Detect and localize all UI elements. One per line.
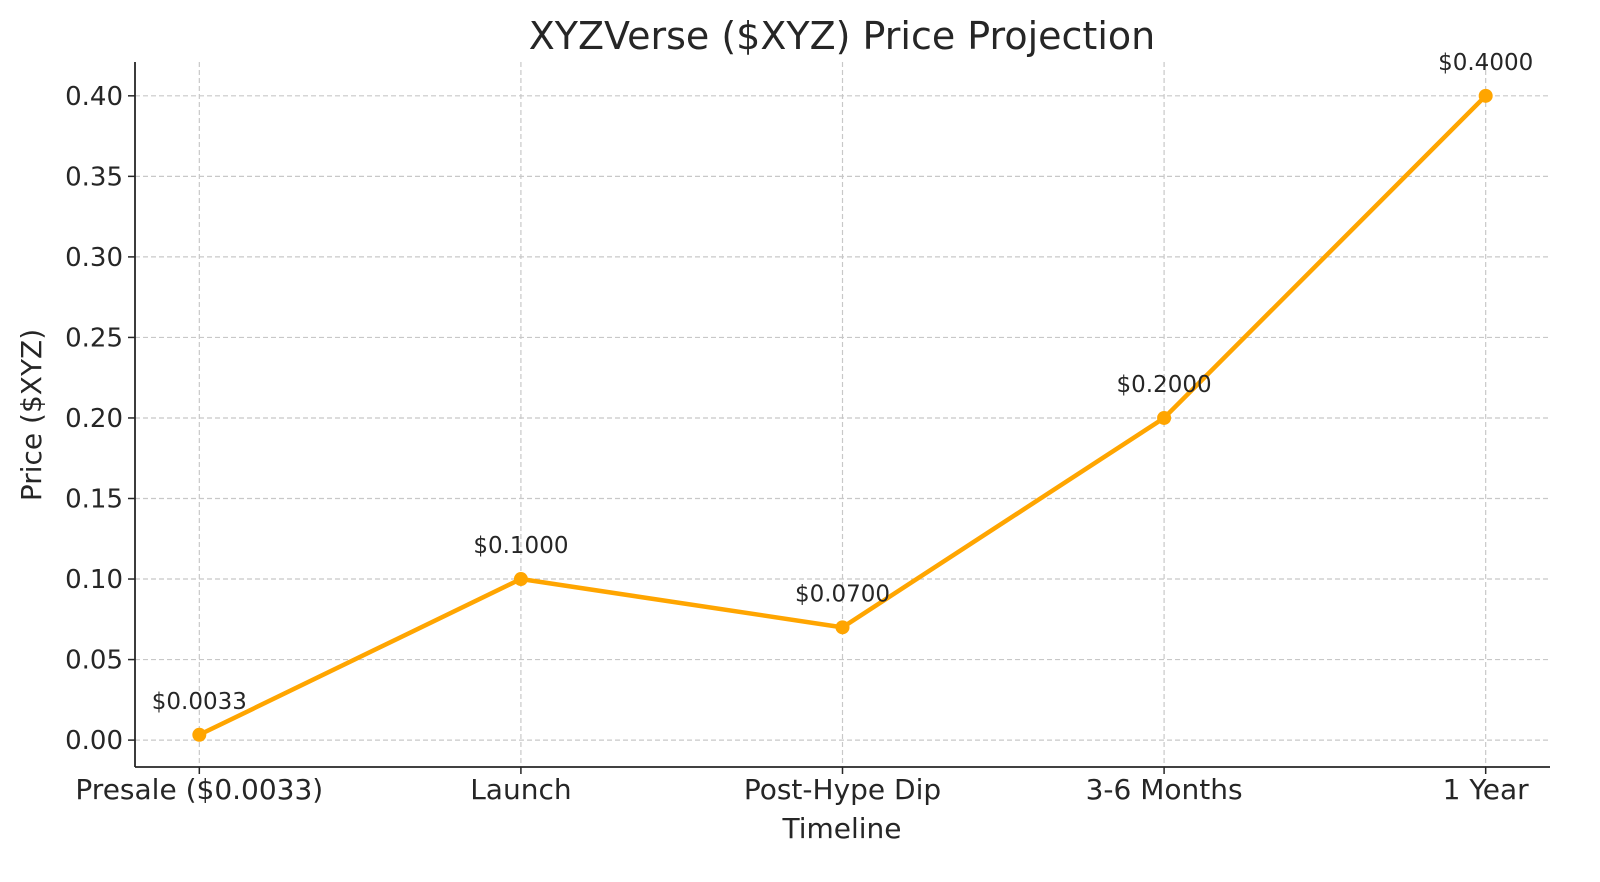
data-point (513, 572, 528, 587)
data-label: $0.2000 (1117, 372, 1212, 398)
data-point (192, 727, 207, 742)
y-axis-ticks: 0.00 0.05 0.10 0.15 0.20 0.25 0.30 0.35 0.40 (65, 82, 135, 756)
x-axis-label: Timeline (781, 812, 901, 845)
x-tick-label: 3-6 Months (1086, 773, 1243, 806)
data-point (1478, 88, 1493, 103)
y-tick-label: 0.20 (65, 404, 123, 434)
y-tick-label: 0.25 (65, 323, 123, 353)
y-tick-label: 0.05 (65, 646, 123, 676)
data-labels: $0.0033 $0.1000 $0.0700 $0.2000 $0.4000 (152, 50, 1533, 715)
x-tick-label: Post-Hype Dip (744, 773, 941, 806)
y-tick-label: 0.15 (65, 484, 123, 514)
y-tick-label: 0.10 (65, 565, 123, 595)
y-axis-label: Price ($XYZ) (15, 329, 48, 501)
data-point (1157, 410, 1172, 425)
y-tick-label: 0.35 (65, 162, 123, 192)
y-tick-label: 0.00 (65, 726, 123, 756)
y-tick-label: 0.40 (65, 82, 123, 112)
data-label: $0.4000 (1438, 50, 1533, 76)
data-label: $0.0700 (795, 581, 890, 607)
y-tick-label: 0.30 (65, 243, 123, 273)
data-label: $0.0033 (152, 689, 247, 715)
data-label: $0.1000 (473, 533, 568, 559)
chart-title: XYZVerse ($XYZ) Price Projection (529, 14, 1155, 58)
data-point (835, 620, 850, 635)
x-tick-label: Launch (470, 773, 571, 806)
x-tick-label: 1 Year (1443, 773, 1529, 806)
x-tick-label: Presale ($0.0033) (75, 773, 323, 806)
series-line (192, 88, 1493, 742)
x-axis-ticks: Presale ($0.0033) Launch Post-Hype Dip 3-6 … (75, 767, 1529, 806)
